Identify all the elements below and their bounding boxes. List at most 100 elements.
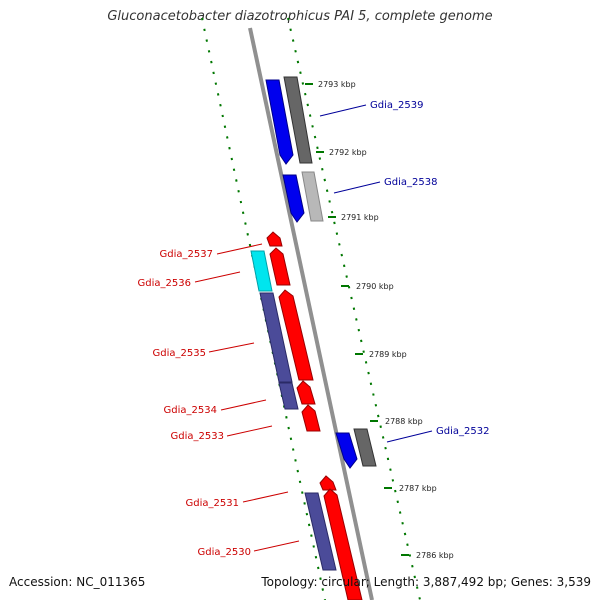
gene-arrow-gdia-2535[interactable] — [278, 289, 314, 381]
guide-dot-right — [396, 500, 399, 504]
guide-dot-left — [210, 60, 213, 64]
guide-dot-right — [391, 479, 395, 482]
guide-dot-right — [384, 446, 387, 450]
tick-label-2790: 2790 kbp — [356, 282, 394, 291]
guide-dot-left — [216, 93, 220, 96]
guide-dot-left — [219, 103, 222, 107]
gene-arrow-gdia-2536[interactable] — [269, 247, 291, 286]
guide-dot-right — [318, 157, 322, 160]
feature-block-gray-2[interactable] — [301, 171, 324, 222]
guide-dot-right — [308, 114, 312, 117]
guide-dot-right — [340, 253, 343, 257]
gene-label-gdia-2536[interactable]: Gdia_2536 — [138, 278, 191, 289]
gene-label-gdia-2534[interactable]: Gdia_2534 — [164, 405, 217, 416]
feature-block-gray-1[interactable] — [283, 76, 313, 164]
guide-dot-right — [289, 28, 292, 32]
feature-cyan-2536[interactable] — [250, 250, 273, 292]
gene-arrow-gdia-2532[interactable] — [335, 432, 358, 469]
gene-label-gdia-2538[interactable]: Gdia_2538 — [384, 177, 437, 188]
guide-dot-right — [411, 564, 414, 568]
guide-dot-right — [313, 135, 317, 139]
guide-dot-right — [352, 307, 356, 311]
guide-dot-right — [403, 532, 407, 536]
guide-dot-right — [325, 189, 329, 193]
gene-arrow-gdia-2530[interactable] — [323, 488, 363, 600]
guide-dot-left — [296, 469, 299, 473]
guide-dot-right — [333, 221, 336, 225]
guide-dot-right — [367, 371, 370, 375]
gene-label-gdia-2531[interactable]: Gdia_2531 — [186, 498, 239, 509]
gene-label-gdia-2535[interactable]: Gdia_2535 — [153, 348, 206, 359]
guide-dot-left — [307, 523, 311, 527]
leader-line — [208, 342, 255, 353]
guide-dot-left — [321, 588, 324, 591]
guide-dot-right — [311, 125, 314, 128]
feature-blocks — [250, 76, 377, 600]
gene-label-gdia-2533[interactable]: Gdia_2533 — [171, 431, 224, 442]
guide-dot-right — [362, 350, 365, 353]
guide-dot-right — [355, 318, 358, 321]
guide-dot-left — [201, 17, 204, 21]
feature-purple-2535[interactable] — [259, 292, 293, 383]
guide-dot-left — [289, 437, 293, 441]
guide-dot-right — [294, 49, 297, 53]
gene-label-gdia-2532[interactable]: Gdia_2532 — [436, 426, 489, 437]
gene-label-gdia-2537[interactable]: Gdia_2537 — [160, 249, 213, 260]
gene-label-gdia-2539[interactable]: Gdia_2539 — [370, 100, 423, 111]
leader-line — [226, 425, 273, 437]
guide-dot-left — [287, 426, 290, 430]
leader-line — [242, 491, 289, 503]
guide-dot-right — [304, 92, 307, 96]
gene-arrow-gdia-2533[interactable] — [301, 404, 321, 432]
gene-arrow-gdia-2534[interactable] — [296, 380, 316, 405]
guide-dot-left — [214, 82, 218, 85]
guide-dot-right — [369, 382, 373, 386]
guide-dot-right — [381, 436, 385, 439]
leader-line — [319, 104, 367, 117]
genome-backbone — [248, 27, 374, 600]
guide-dot-left — [226, 136, 229, 139]
guide-dot-left — [298, 480, 302, 484]
tick-label-2793: 2793 kbp — [318, 80, 356, 89]
feature-purple-2530[interactable] — [304, 492, 337, 571]
guide-dot-right — [338, 243, 341, 246]
tick-label-2788: 2788 kbp — [385, 417, 423, 426]
genome-summary-text: Topology: circular; Length: 3,887,492 bp… — [261, 575, 591, 589]
guide-dot-right — [406, 543, 409, 547]
gene-labels: Gdia_2539 Gdia_2538 Gdia_2537 Gdia_2536 … — [138, 100, 490, 558]
gene-arrow-gdia-2538[interactable] — [282, 174, 305, 223]
guide-dot-left — [241, 211, 245, 215]
guide-dot-right — [316, 146, 319, 150]
guide-dot-right — [287, 17, 290, 21]
gene-arrow-gdia-2539[interactable] — [265, 79, 294, 165]
tick-label-2792: 2792 kbp — [329, 148, 367, 157]
gene-arrow-gdia-2537[interactable] — [266, 231, 283, 247]
guide-dot-right — [374, 403, 378, 407]
guide-dot-left — [305, 512, 309, 516]
guide-dot-right — [296, 60, 300, 64]
kbp-tick-labels: 2793 kbp 2792 kbp 2791 kbp 2790 kbp 2789… — [305, 80, 454, 560]
gene-label-gdia-2530[interactable]: Gdia_2530 — [198, 547, 251, 558]
guide-dot-right — [345, 275, 348, 278]
guide-dot-right — [299, 71, 302, 75]
guide-dot-right — [418, 597, 421, 600]
accession-text: Accession: NC_011365 — [9, 575, 146, 589]
guide-dot-left — [232, 168, 236, 172]
guide-dot-right — [360, 339, 363, 343]
leader-line — [220, 399, 267, 411]
guide-dot-left — [244, 222, 247, 225]
feature-block-gray-3[interactable] — [353, 428, 377, 467]
leader-line — [386, 430, 433, 443]
guide-dot-right — [413, 575, 416, 579]
feature-purple-2534[interactable] — [278, 382, 299, 410]
guide-dot-left — [205, 39, 208, 42]
tick-label-2786: 2786 kbp — [416, 551, 454, 560]
leader-line — [253, 540, 300, 552]
guide-dot-right — [323, 178, 326, 182]
gene-arrow-gdia-2531[interactable] — [319, 475, 337, 491]
map-title: Gluconacetobacter diazotrophicus PAI 5, … — [107, 9, 493, 24]
guide-dot-right — [389, 468, 392, 471]
guide-dot-left — [223, 125, 227, 129]
leader-line — [194, 271, 241, 283]
